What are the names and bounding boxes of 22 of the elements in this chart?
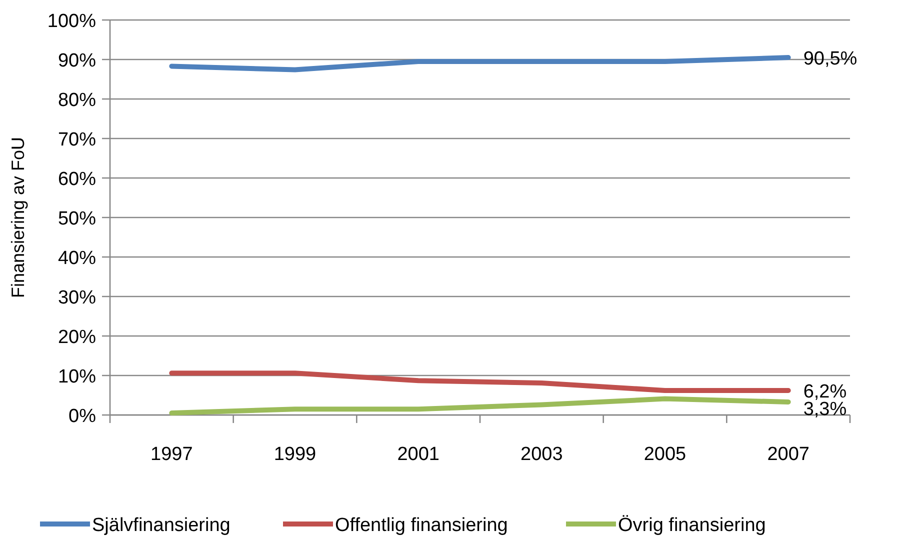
x-tick-label: 2007 — [767, 444, 810, 465]
y-tick-label: 90% — [58, 50, 96, 72]
y-tick-label: 60% — [58, 169, 96, 190]
y-tick-label: 100% — [47, 11, 96, 32]
y-axis-title: Finansiering av FoU — [8, 136, 28, 298]
x-tick-label: 2005 — [644, 444, 686, 465]
y-tick-label: 80% — [58, 90, 96, 111]
y-tick-label: 70% — [58, 130, 96, 150]
x-tick-label: 1997 — [150, 444, 193, 465]
y-tick-label: 20% — [58, 327, 96, 348]
legend-label: Offentlig finansiering — [335, 515, 508, 536]
x-tick-label: 1999 — [274, 444, 316, 465]
x-tick-label: 2001 — [397, 444, 440, 465]
y-tick-label: 10% — [58, 366, 96, 388]
legend-label: Självfinansiering — [92, 515, 230, 536]
y-tick-label: 50% — [58, 208, 96, 230]
y-tick-label: 40% — [58, 248, 96, 269]
y-tick-label: 30% — [58, 288, 96, 308]
data-label: 90,5% — [803, 48, 858, 70]
legend-label: Övrig finansiering — [618, 515, 766, 536]
y-tick-label: 0% — [68, 406, 96, 427]
x-tick-label: 2003 — [520, 444, 563, 465]
